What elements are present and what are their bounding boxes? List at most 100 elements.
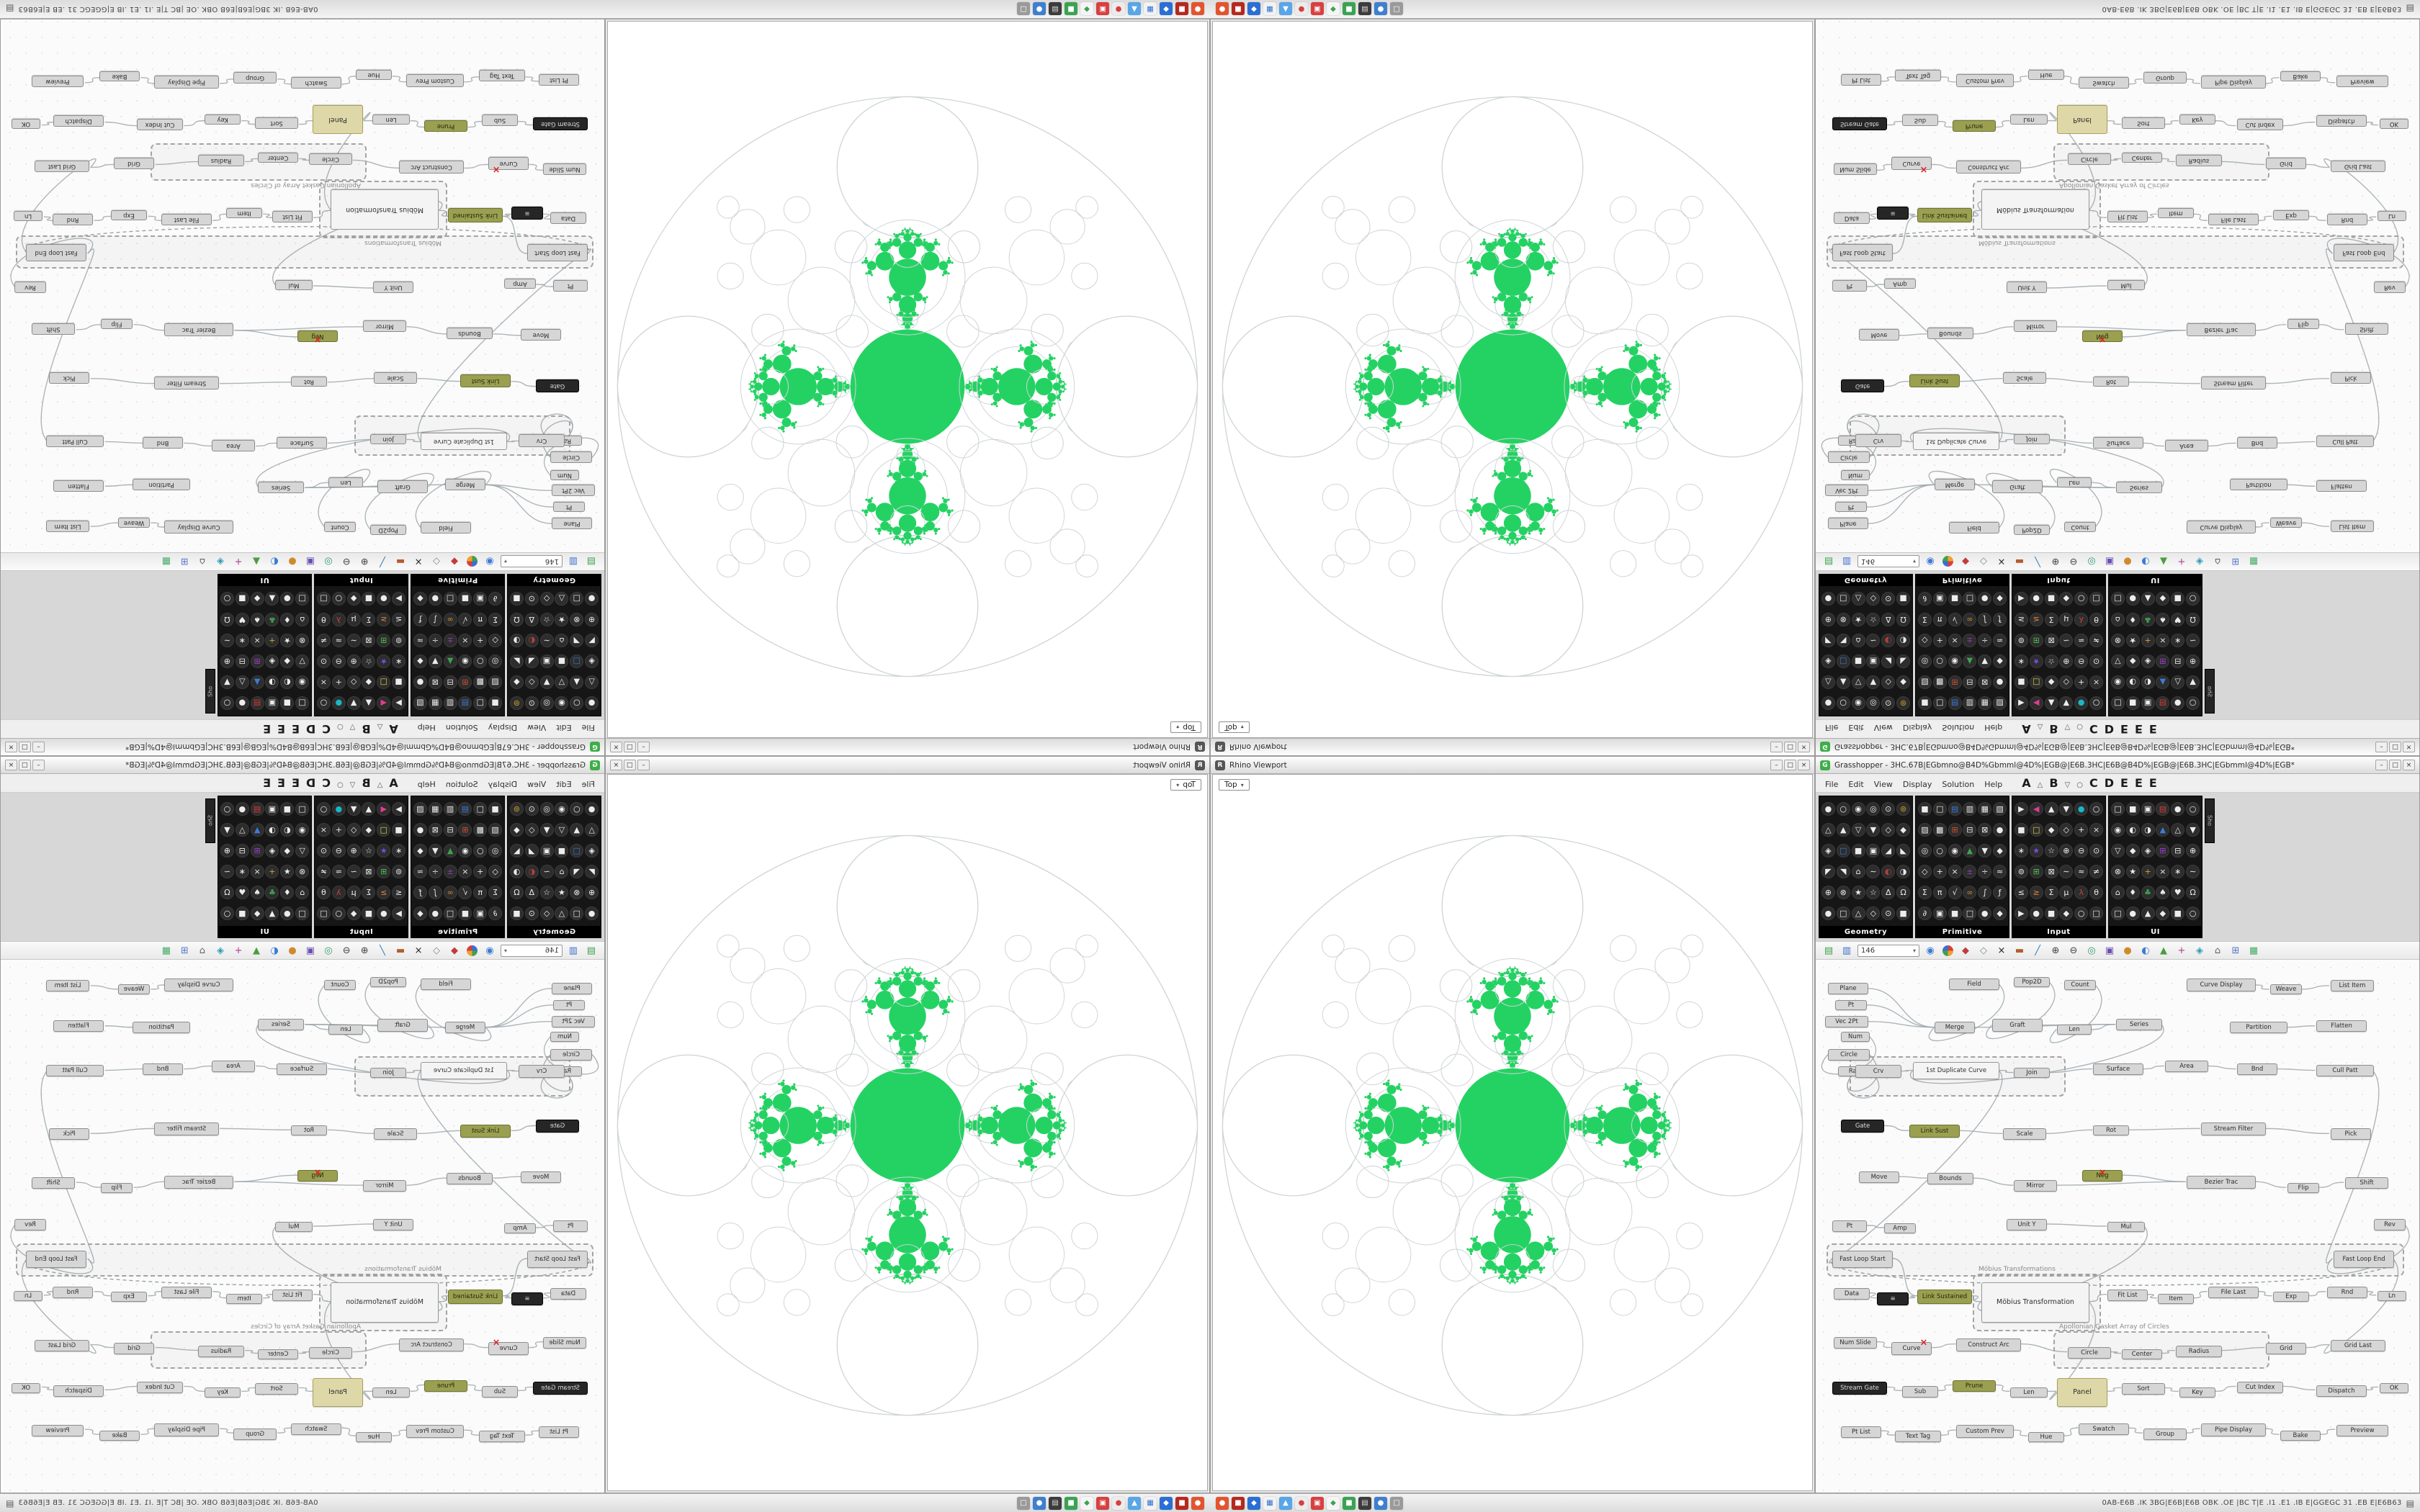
minimize-button[interactable]: – xyxy=(2375,742,2388,752)
component-icon[interactable]: ● xyxy=(413,675,427,689)
component-icon[interactable]: ≈ xyxy=(413,634,427,647)
component-icon[interactable]: ★ xyxy=(377,844,391,858)
gh-node[interactable]: Graft xyxy=(377,480,428,493)
component-icon[interactable]: ◐ xyxy=(524,865,539,878)
gh-node[interactable]: Join xyxy=(2014,434,2050,444)
component-icon[interactable]: ● xyxy=(235,802,249,816)
palette-group-label[interactable]: UI xyxy=(2109,575,2202,586)
component-icon[interactable]: ÷ xyxy=(1978,634,1992,647)
new-file-icon[interactable]: ▤ xyxy=(1824,945,1834,956)
gh-node[interactable]: Bnd xyxy=(2237,1063,2277,1075)
component-icon[interactable]: ∼ xyxy=(346,865,361,878)
gh-node[interactable]: Exp xyxy=(2273,1292,2309,1302)
component-icon[interactable]: ⊙ xyxy=(316,654,331,668)
component-icon[interactable]: ● xyxy=(280,906,295,920)
gh-node[interactable]: Pipe Display xyxy=(2201,76,2266,89)
component-icon[interactable]: ◣ xyxy=(1896,844,1911,858)
component-icon[interactable]: ● xyxy=(331,802,346,816)
gh-node[interactable]: 1st Duplicate Curve xyxy=(1913,1062,1999,1079)
component-icon[interactable]: ◆ xyxy=(1896,675,1911,689)
palette-group-label[interactable]: UI xyxy=(218,926,311,937)
gh-node[interactable]: Data xyxy=(550,1288,586,1300)
component-icon[interactable]: ◑ xyxy=(265,675,279,689)
component-icon[interactable]: ⊕ xyxy=(2059,844,2074,858)
camera-icon[interactable]: ▣ xyxy=(305,556,315,567)
component-icon[interactable]: ◆ xyxy=(2156,906,2170,920)
component-icon[interactable]: × xyxy=(316,823,331,837)
gh-node[interactable]: Num Slide xyxy=(543,163,586,175)
component-icon[interactable]: ■ xyxy=(235,592,249,606)
gh-node[interactable]: Plane xyxy=(552,518,592,529)
taskbar-app-icon[interactable]: ▤ xyxy=(1049,2,1062,16)
gh-node[interactable]: Pipe Display xyxy=(2201,1423,2266,1436)
component-icon[interactable]: ▼ xyxy=(2059,802,2074,816)
component-icon[interactable]: ▤ xyxy=(458,696,472,710)
camera-icon[interactable]: ▣ xyxy=(305,945,315,956)
component-icon[interactable]: λ xyxy=(2074,886,2089,899)
component-icon[interactable]: Σ xyxy=(488,613,503,626)
keyboard-layout-icon[interactable]: ▤ xyxy=(2406,1498,2414,1508)
gh-node[interactable]: Len xyxy=(328,477,363,487)
component-icon[interactable]: λ xyxy=(2074,613,2089,626)
component-icon[interactable]: ⊞ xyxy=(250,844,264,858)
category-tab[interactable]: ▽ xyxy=(349,723,356,731)
minimize-button[interactable]: – xyxy=(32,742,45,752)
gh-node[interactable]: Bnd xyxy=(143,437,183,449)
component-icon[interactable]: ■ xyxy=(2125,696,2140,710)
contrast-icon[interactable]: ◐ xyxy=(2141,945,2150,956)
gh-node[interactable]: Series xyxy=(258,1019,304,1030)
gh-node[interactable]: Rev xyxy=(2374,282,2406,293)
component-icon[interactable]: ◣ xyxy=(1896,654,1911,668)
component-icon[interactable]: ● xyxy=(2171,696,2185,710)
gh-node[interactable]: Grid Last xyxy=(2331,1340,2385,1351)
component-icon[interactable]: ▲ xyxy=(265,906,279,920)
component-icon[interactable]: π xyxy=(473,886,488,899)
component-icon[interactable]: □ xyxy=(2110,592,2125,606)
gh-node[interactable]: Grid Last xyxy=(35,1340,89,1351)
component-icon[interactable]: + xyxy=(2141,634,2155,647)
component-icon[interactable]: ◎ xyxy=(1917,844,1932,858)
contrast-icon[interactable]: ◐ xyxy=(270,945,279,956)
gh-node[interactable]: OK xyxy=(2380,119,2408,129)
component-icon[interactable]: ■ xyxy=(362,906,376,920)
component-icon[interactable]: □ xyxy=(295,592,310,606)
component-icon[interactable]: ▧ xyxy=(413,802,427,816)
gh-node[interactable]: Num xyxy=(550,1032,579,1042)
component-icon[interactable]: ▼ xyxy=(220,823,234,837)
home-icon[interactable]: ⌂ xyxy=(199,945,206,956)
gh-node[interactable]: Amp xyxy=(504,279,536,289)
gh-node[interactable]: Amp xyxy=(1884,1223,1916,1233)
menu-solution[interactable]: Solution xyxy=(445,780,478,789)
gh-node[interactable]: Flatten xyxy=(53,480,104,492)
component-icon[interactable]: ▣ xyxy=(473,592,488,606)
component-icon[interactable]: ○ xyxy=(316,802,331,816)
component-icon[interactable]: √ xyxy=(458,613,472,626)
gh-node[interactable]: Link Sustained xyxy=(448,1290,503,1304)
zoom-in-icon[interactable]: ⊕ xyxy=(360,556,369,567)
component-icon[interactable]: ⊞ xyxy=(250,654,264,668)
component-icon[interactable]: ♠ xyxy=(250,613,264,626)
gh-node[interactable]: Field xyxy=(421,522,471,534)
component-icon[interactable]: ■ xyxy=(2014,675,2028,689)
component-icon[interactable]: × xyxy=(250,634,264,647)
camera-icon[interactable]: ▣ xyxy=(2105,556,2115,567)
component-icon[interactable]: ⊙ xyxy=(524,696,539,710)
component-icon[interactable]: △ xyxy=(1821,823,1835,837)
scissors-icon[interactable]: × xyxy=(414,945,423,956)
component-icon[interactable]: ∞ xyxy=(1963,613,1977,626)
gh-node[interactable]: Dispatch xyxy=(2316,1385,2367,1397)
component-icon[interactable]: ÷ xyxy=(428,865,442,878)
gh-node[interactable]: Graft xyxy=(1992,480,2043,493)
component-icon[interactable]: ● xyxy=(280,592,295,606)
component-icon[interactable]: ▲ xyxy=(362,696,376,710)
gh-node[interactable]: Surface xyxy=(2093,1063,2143,1075)
taskbar-app-icon[interactable]: ■ xyxy=(1175,1496,1188,1510)
gh-node[interactable]: Key xyxy=(205,1387,241,1398)
component-icon[interactable]: △ xyxy=(1851,906,1865,920)
gh-node[interactable]: Hue xyxy=(2028,70,2064,80)
component-icon[interactable]: ♣ xyxy=(265,613,279,626)
new-file-icon[interactable]: ▤ xyxy=(1824,556,1834,567)
palette-group-label[interactable]: Geometry xyxy=(1819,926,1912,937)
gh-node[interactable]: Series xyxy=(258,482,304,493)
component-icon[interactable]: ◎ xyxy=(1866,802,1881,816)
